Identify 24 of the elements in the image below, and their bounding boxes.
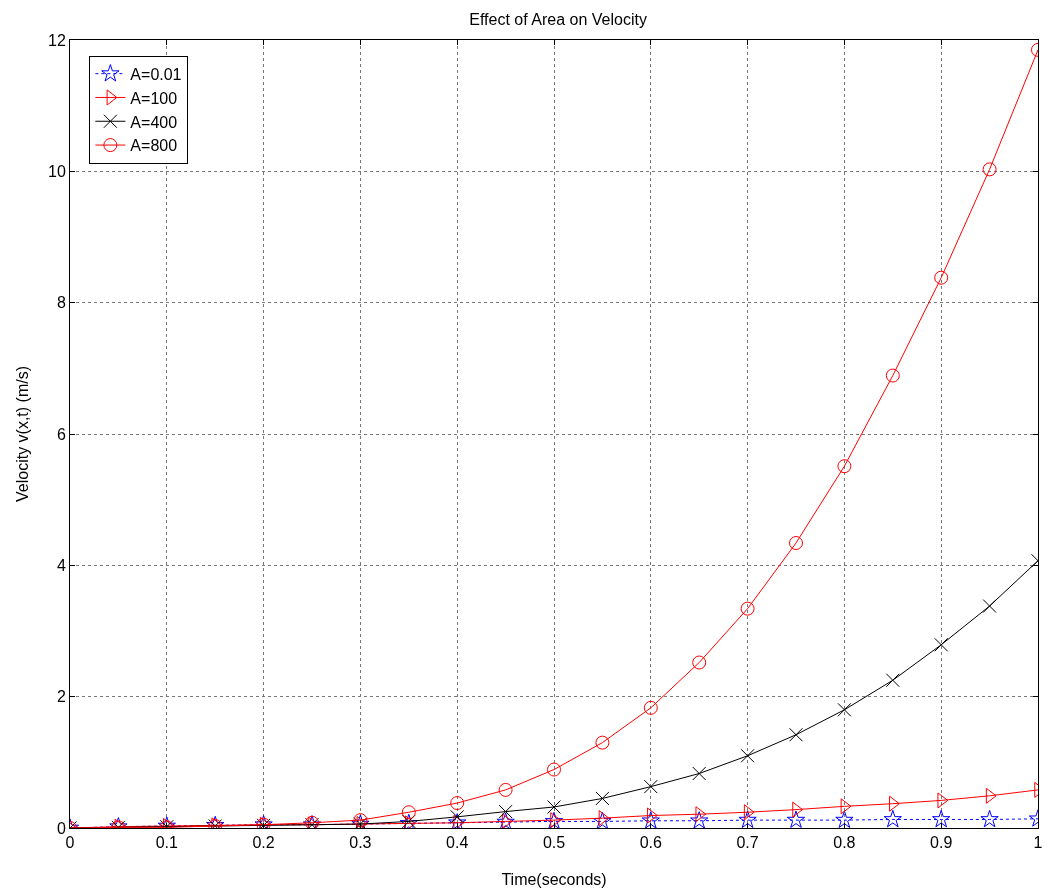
y-tick-label: 6 bbox=[56, 425, 66, 443]
legend-label: A=400 bbox=[130, 113, 178, 131]
x-tick-label: 0.9 bbox=[930, 834, 953, 852]
x-tick-label: 0.7 bbox=[736, 834, 759, 852]
x-tick-label: 0.5 bbox=[542, 834, 566, 852]
y-tick-label: 0 bbox=[56, 819, 66, 837]
legend-label: A=100 bbox=[130, 89, 178, 107]
y-tick-label: 8 bbox=[56, 294, 66, 312]
legend-label: A=800 bbox=[130, 137, 178, 155]
legend-label: A=0.01 bbox=[130, 65, 182, 83]
y-tick-label: 4 bbox=[56, 556, 66, 574]
x-tick-label: 0.2 bbox=[252, 834, 275, 852]
x-tick-label: 0.1 bbox=[155, 834, 179, 852]
y-axis-title: Velocity v(x,t) (m/s) bbox=[14, 365, 31, 503]
x-tick-label: 1 bbox=[1033, 834, 1043, 852]
x-axis-title: Time(seconds) bbox=[501, 871, 607, 888]
chart-title: Effect of Area on Velocity bbox=[469, 10, 647, 28]
x-tick-label: 0.8 bbox=[833, 834, 856, 852]
y-tick-label: 10 bbox=[48, 162, 66, 180]
y-tick-label: 2 bbox=[56, 688, 66, 706]
x-tick-label: 0.3 bbox=[349, 834, 372, 852]
x-tick-label: 0.4 bbox=[446, 834, 469, 852]
y-tick-label: 12 bbox=[48, 31, 66, 49]
x-tick-label: 0.6 bbox=[639, 834, 663, 852]
